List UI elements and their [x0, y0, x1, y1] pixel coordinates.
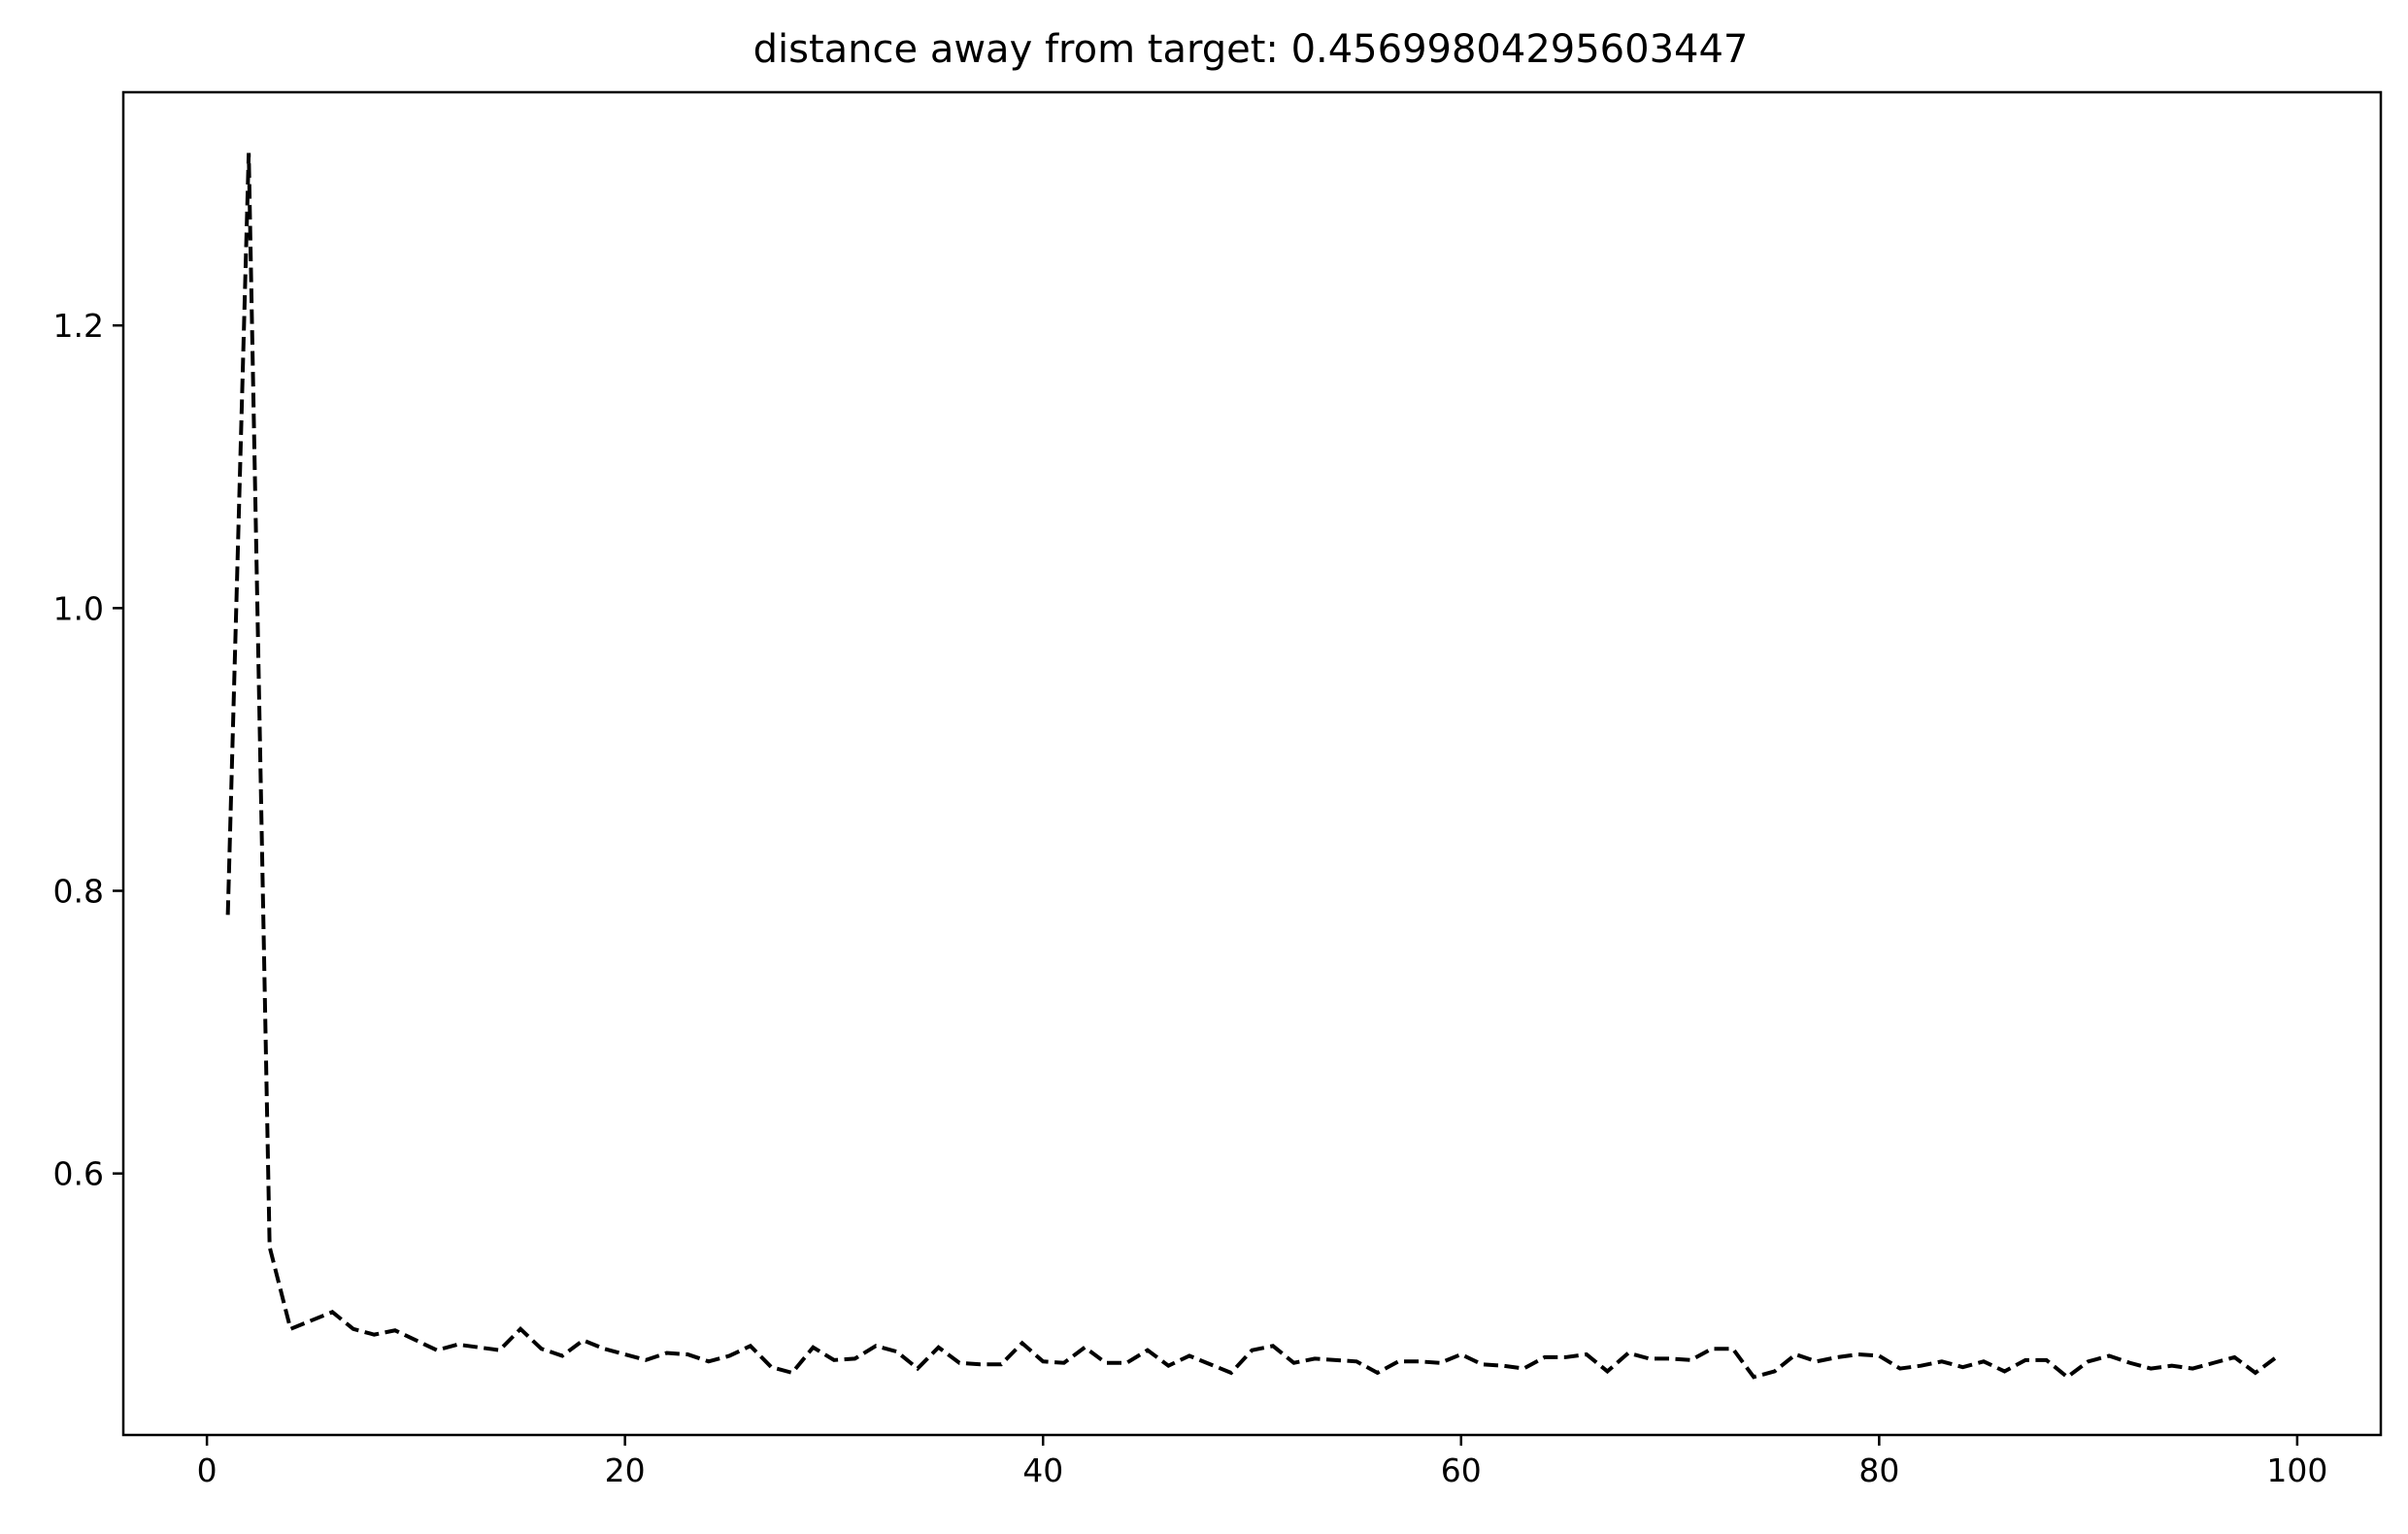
series-line-0	[225, 152, 2278, 1380]
chart-title: distance away from target: 0.45699804295…	[753, 27, 1749, 72]
x-tick-label: 100	[2266, 1451, 2327, 1489]
x-tick-label: 60	[1441, 1451, 1482, 1489]
y-tick-label: 0.6	[53, 1155, 104, 1193]
x-tick-label: 80	[1858, 1451, 1899, 1489]
x-axis: 0 20 40 60 80 100	[197, 1435, 2327, 1489]
axes-frame	[121, 90, 2383, 1437]
y-axis: 0.6 0.8 1.0 1.2	[53, 307, 123, 1193]
x-tick-label: 0	[197, 1451, 217, 1489]
x-tick-label: 40	[1022, 1451, 1063, 1489]
x-tick-label: 20	[605, 1451, 646, 1489]
y-tick-label: 1.2	[53, 307, 104, 345]
y-tick-label: 1.0	[53, 589, 104, 627]
y-tick-label: 0.8	[53, 873, 104, 911]
plot-area	[225, 152, 2278, 1380]
